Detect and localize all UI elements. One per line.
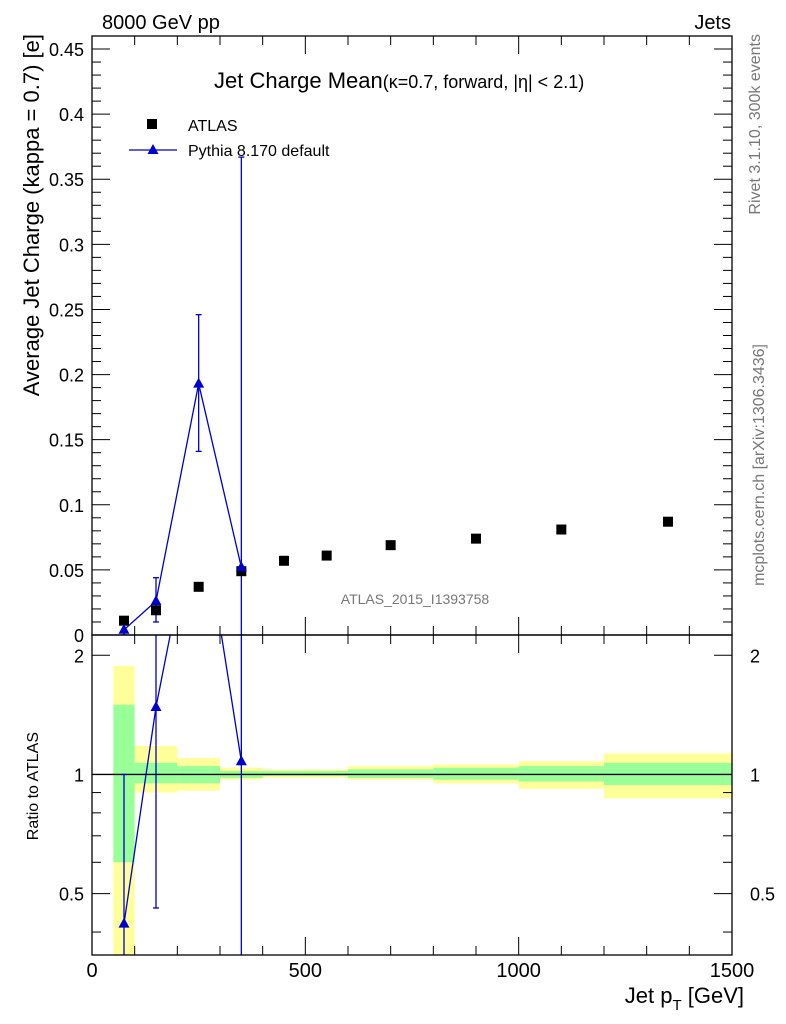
inner-band: [348, 769, 434, 778]
pythia-point: [118, 623, 130, 634]
main-plot-marks: [118, 156, 673, 635]
ratio-frame: [91, 634, 733, 956]
header-right: Jets: [694, 12, 731, 34]
ratio-plot-marks: [118, 485, 247, 955]
main-ytick-label: 0.45: [49, 40, 84, 60]
xlabel-sub: T: [672, 997, 681, 1014]
atlas-point: [279, 555, 289, 566]
inner-band: [518, 766, 604, 782]
legend-label-pythia: Pythia 8.170 default: [188, 143, 330, 160]
atlas-point: [663, 516, 673, 527]
chart-subtitle: (κ=0.7, forward, |η| < 2.1): [383, 72, 584, 92]
main-ytick-label: 0.05: [49, 561, 84, 581]
pythia-point: [150, 595, 162, 606]
ratio-line: [123, 635, 242, 924]
ratio-ytick-label-left: 2: [74, 646, 84, 666]
pythia-point: [235, 561, 247, 572]
main-ytick-label: 0.4: [59, 105, 84, 125]
xlabel: Jet pT [GeV]: [625, 983, 744, 1014]
inner-band: [262, 771, 306, 777]
atlas-point: [385, 540, 396, 551]
xlabel-unit: [GeV]: [682, 983, 744, 1008]
analysis-tag: ATLAS_2015_I1393758: [341, 591, 490, 607]
ratio-ytick-label-right: 2: [750, 646, 760, 666]
pythia-point: [193, 377, 205, 388]
main-ytick-label: 0.2: [59, 366, 84, 386]
ratio-uncertainty-bands: [92, 665, 732, 955]
chart-title: Jet Charge Mean(κ=0.7, forward, |η| < 2.…: [214, 68, 584, 93]
ratio-ytick-label-left: 1: [74, 765, 84, 785]
xtick-label: 1500: [710, 960, 755, 982]
ratio-point: [150, 701, 162, 712]
main-ytick-label: 0.1: [59, 496, 84, 516]
xlabel-main: Jet p: [625, 983, 673, 1008]
ratio-ylabel: Ratio to ATLAS: [25, 732, 42, 840]
ratio-ytick-label-right: 0.5: [750, 885, 775, 905]
main-ytick-label: 0: [74, 626, 84, 646]
main-ytick-label: 0.3: [59, 235, 84, 255]
legend-label-atlas: ATLAS: [188, 118, 238, 135]
ratio-ytick-label-right: 1: [750, 765, 760, 785]
main-ytick-label: 0.15: [49, 431, 84, 451]
ratio-ytick-label-left: 0.5: [59, 885, 84, 905]
rivet-label: Rivet 3.1.10, 300k events: [747, 34, 764, 215]
header-left: 8000 GeV pp: [102, 12, 220, 34]
ratio-point: [118, 917, 130, 928]
legend-marker-pythia: [147, 144, 159, 154]
chart-title-main: Jet Charge Mean: [214, 68, 383, 93]
pythia-line: [123, 383, 242, 631]
inner-band: [433, 767, 519, 780]
atlas-point: [321, 550, 332, 561]
legend-marker-atlas: [147, 119, 157, 129]
xtick-label: 0: [86, 960, 97, 982]
ratio-point: [235, 755, 247, 766]
main-ytick-label: 0.35: [49, 170, 84, 190]
atlas-point: [556, 524, 567, 535]
mcplots-label: mcplots.cern.ch [arXiv:1306.3436]: [751, 344, 768, 586]
inner-band: [305, 771, 348, 777]
atlas-point: [471, 533, 481, 544]
legend: ATLAS Pythia 8.170 default: [129, 118, 330, 160]
xtick-label: 1000: [496, 960, 541, 982]
atlas-point: [193, 581, 204, 592]
atlas-point: [119, 615, 129, 626]
ratio-point: [193, 485, 204, 495]
atlas-point: [151, 605, 161, 616]
main-ytick-label: 0.25: [49, 300, 84, 320]
main-ylabel: Average Jet Charge (kappa = 0.7) [e]: [19, 34, 44, 396]
xtick-label: 500: [289, 960, 322, 982]
ratio-axes: 0.5 0.5 1 1 2 2 0 500 1000 1500: [59, 634, 775, 982]
